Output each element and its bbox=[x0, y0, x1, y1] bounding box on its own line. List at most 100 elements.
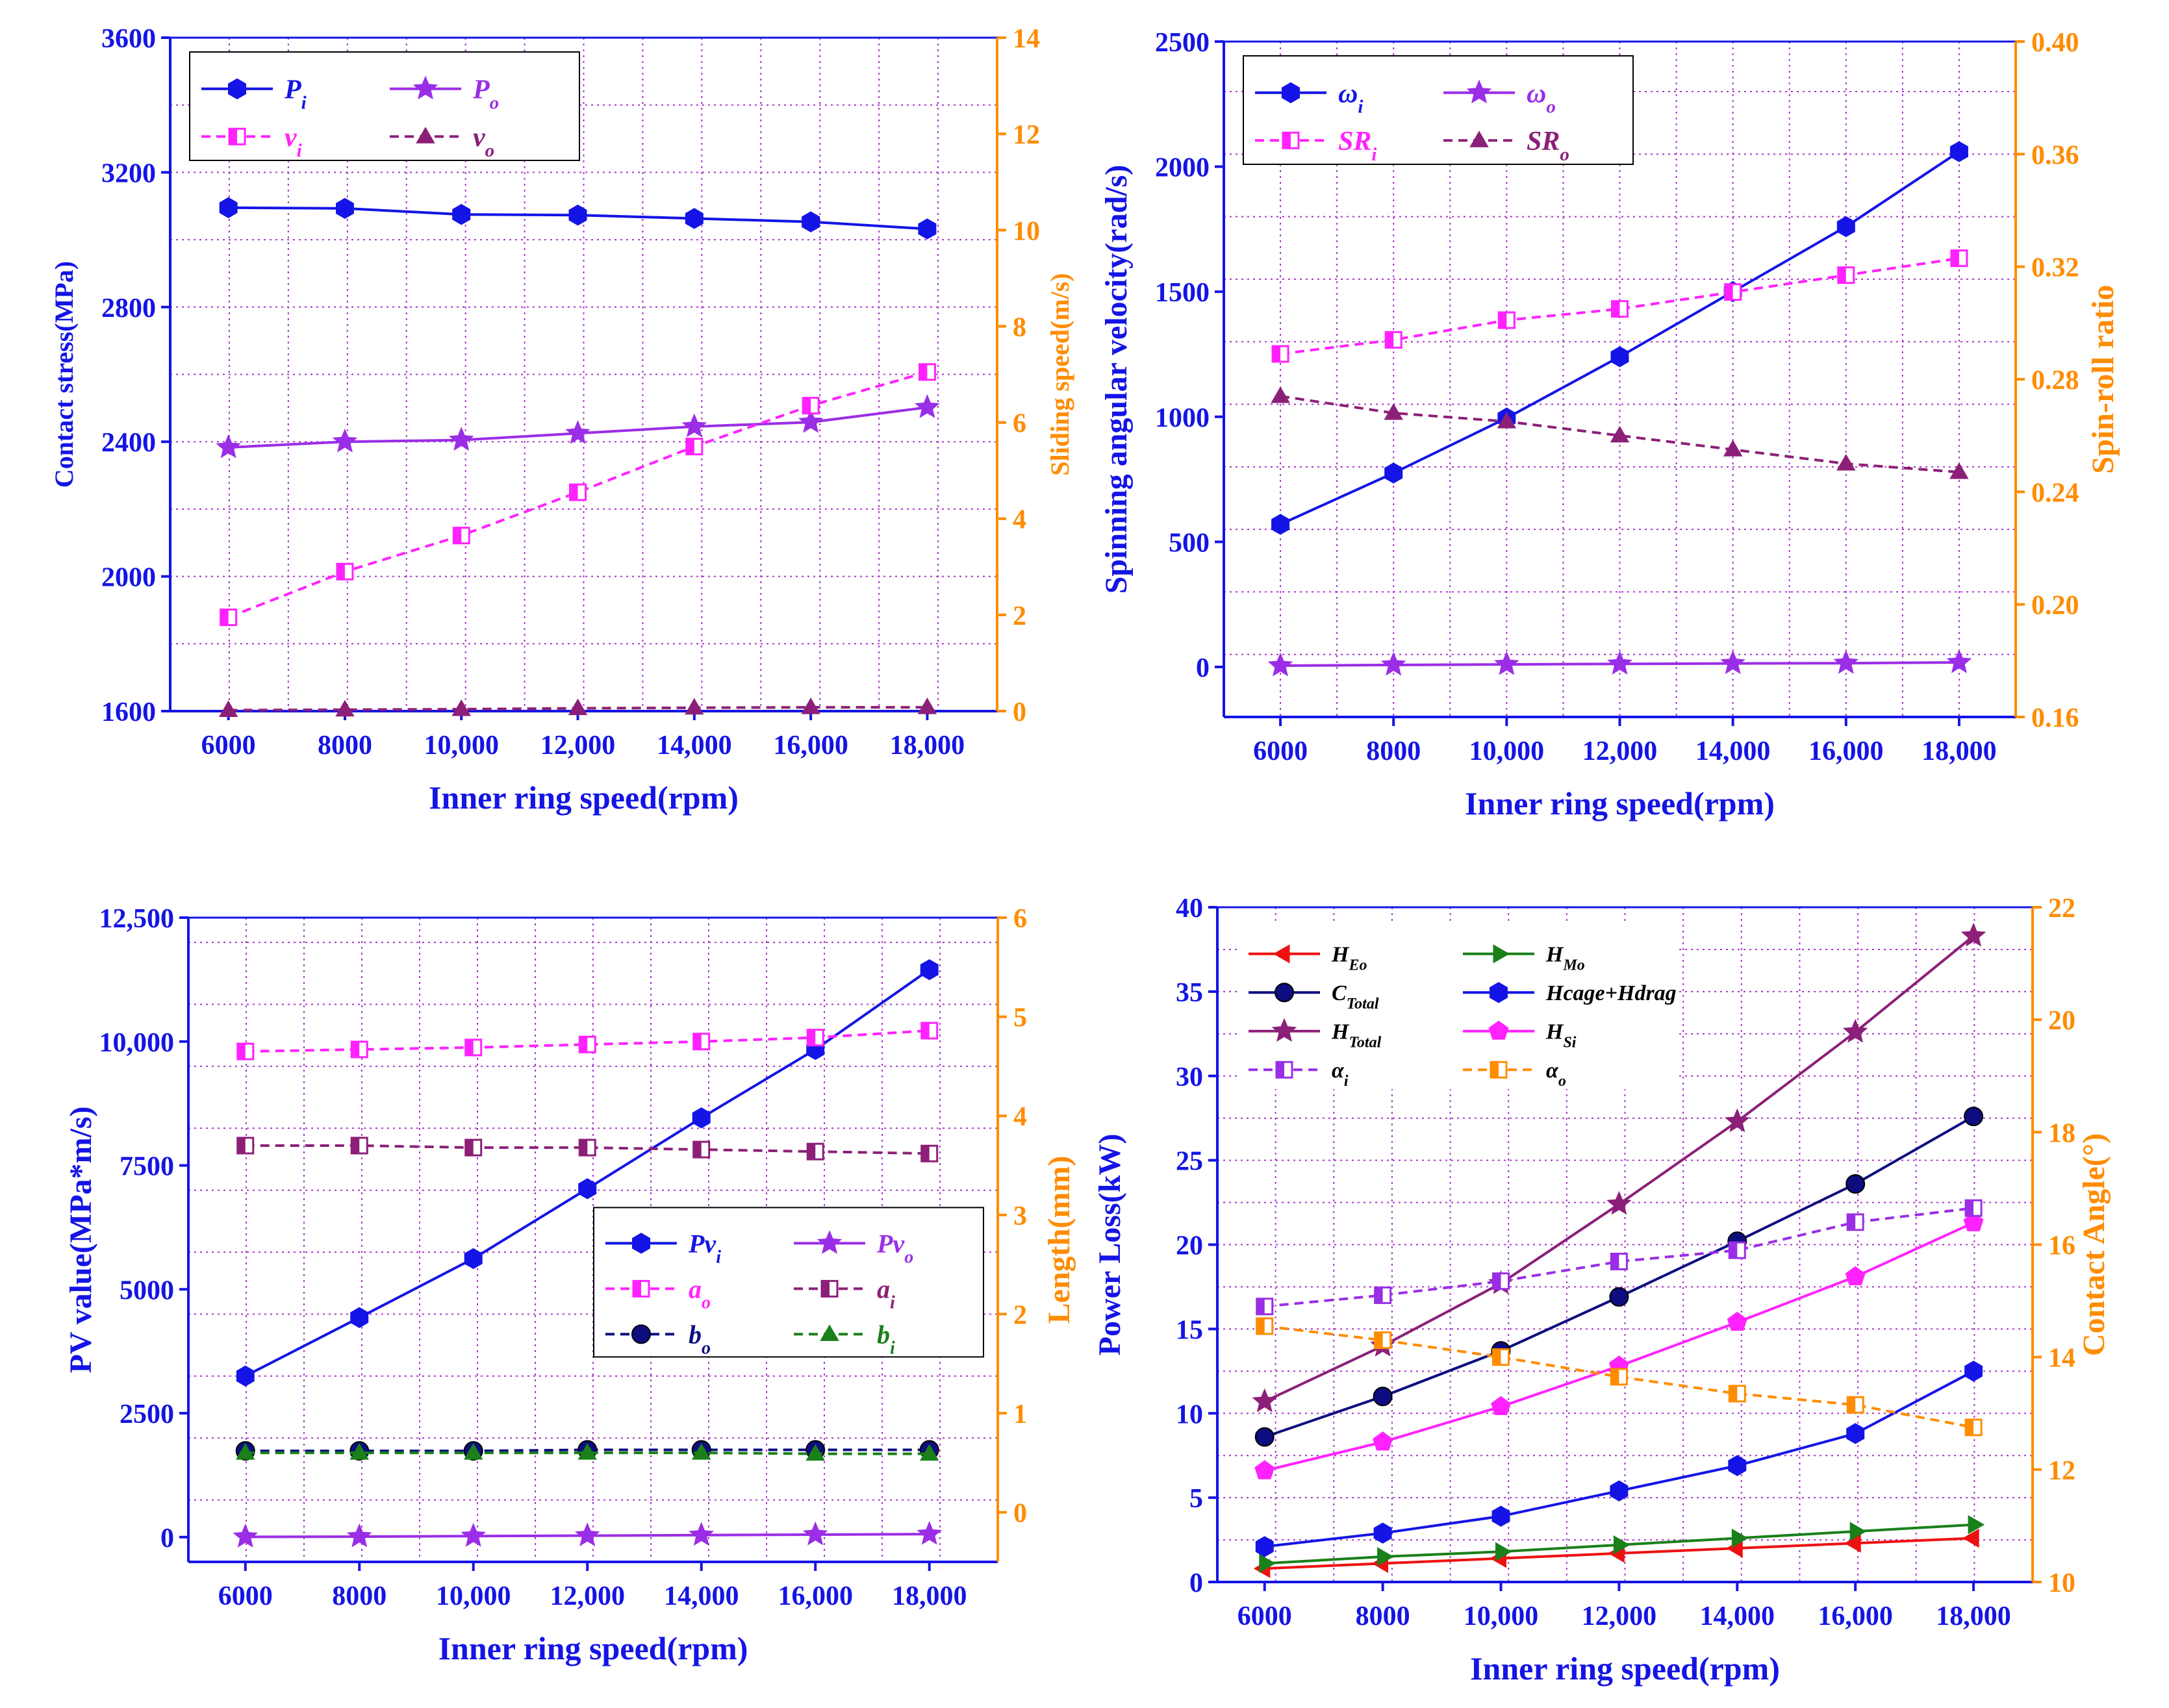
point-a_i bbox=[692, 1140, 711, 1159]
legend-marker-a_i bbox=[820, 1279, 839, 1298]
left-tick-label: 2000 bbox=[101, 563, 156, 593]
point-a_o bbox=[236, 1042, 255, 1061]
legend-marker-omega_i bbox=[1282, 82, 1300, 103]
point-Hcage_Hdrag bbox=[1610, 1480, 1629, 1501]
series-P_o bbox=[216, 394, 940, 458]
left-tick-label: 1000 bbox=[1155, 403, 1210, 433]
series-SR_i bbox=[1271, 249, 1968, 363]
point-Pv_i bbox=[236, 1365, 255, 1387]
series-H_Eo bbox=[1253, 1528, 1979, 1578]
point-alpha_o bbox=[1728, 1385, 1746, 1403]
point-P_o bbox=[681, 413, 707, 438]
series-Pv_o bbox=[233, 1520, 943, 1548]
point-alpha_o bbox=[1846, 1396, 1864, 1414]
left-tick-label: 2400 bbox=[101, 428, 156, 458]
x-tick-label: 8000 bbox=[1356, 1601, 1410, 1631]
left-tick-label: 2800 bbox=[101, 294, 156, 323]
right-tick-label: 0 bbox=[1013, 697, 1026, 727]
legend-marker-Hcage_Hdrag bbox=[1490, 982, 1508, 1003]
point-v_i bbox=[569, 483, 587, 501]
point-a_i bbox=[464, 1138, 483, 1157]
point-alpha_o bbox=[1964, 1418, 1983, 1437]
left-tick-label: 2500 bbox=[120, 1400, 174, 1429]
point-b_i bbox=[463, 1443, 483, 1460]
left-tick-label: 35 bbox=[1176, 978, 1203, 1008]
point-SR_i bbox=[1497, 311, 1516, 329]
series-a_i bbox=[236, 1137, 939, 1162]
series-Hcage_Hdrag bbox=[1255, 1361, 1983, 1557]
legend-label-a_i: ai bbox=[877, 1274, 895, 1312]
legend-item-H_Si: HSi bbox=[1463, 1020, 1577, 1051]
left-tick-label: 15 bbox=[1176, 1315, 1203, 1345]
point-H_Si bbox=[1727, 1311, 1747, 1331]
left-tick-label: 1500 bbox=[1155, 278, 1210, 308]
right-axis-label: Length(mm) bbox=[1042, 1156, 1076, 1324]
x-tick-label: 10,000 bbox=[424, 731, 499, 760]
point-SR_i bbox=[1611, 300, 1629, 318]
point-v_i bbox=[220, 609, 238, 627]
x-tick-label: 10,000 bbox=[1464, 1601, 1539, 1631]
panel-b-chart: 0 500 1000 1500 2000 2500 0.16 0.20 0.24 0.28 0.32… bbox=[1099, 28, 2120, 822]
point-alpha_i bbox=[1256, 1298, 1274, 1316]
legend-marker-v_i bbox=[228, 127, 246, 145]
right-axis-label: Contact Angle(°) bbox=[2077, 1133, 2111, 1356]
point-SR_o bbox=[1271, 386, 1290, 403]
left-tick-label: 1600 bbox=[101, 697, 156, 727]
series-b_i bbox=[236, 1443, 939, 1461]
legend-item-Pv_o: Pvo bbox=[794, 1229, 913, 1267]
point-C_Total bbox=[1964, 1107, 1984, 1127]
point-H_Mo bbox=[1259, 1553, 1276, 1574]
point-H_Si bbox=[1254, 1460, 1275, 1479]
x-tick-label: 18,000 bbox=[892, 1581, 967, 1611]
left-tick-label: 40 bbox=[1176, 894, 1203, 923]
x-tick-label: 6000 bbox=[218, 1581, 273, 1611]
legend-label-omega_o: ωo bbox=[1527, 79, 1556, 117]
legend-item-v_i: vi bbox=[201, 123, 302, 161]
series-alpha_i bbox=[1256, 1199, 1983, 1316]
point-omega_o bbox=[1720, 650, 1745, 674]
point-v_o bbox=[218, 700, 238, 717]
legend-label-b_o: bo bbox=[689, 1320, 711, 1357]
point-a_o bbox=[692, 1033, 711, 1051]
point-C_Total bbox=[1846, 1174, 1866, 1194]
legend-label-C_Total: CTotal bbox=[1332, 981, 1379, 1012]
point-H_Total bbox=[1252, 1388, 1278, 1413]
legend: ωi ωo SRi SRo bbox=[1243, 55, 1634, 165]
legend-item-Pv_i: Pvi bbox=[605, 1229, 721, 1267]
point-omega_o bbox=[1494, 651, 1519, 675]
point-H_Si bbox=[1845, 1266, 1866, 1285]
legend-label-b_i: bi bbox=[877, 1320, 895, 1357]
legend-label-Pv_o: Pvo bbox=[876, 1229, 913, 1267]
right-tick-label: 0.28 bbox=[2031, 366, 2079, 396]
x-tick-label: 10,000 bbox=[1469, 736, 1545, 766]
left-tick-label: 20 bbox=[1176, 1231, 1203, 1261]
point-Pv_i bbox=[692, 1107, 711, 1129]
x-tick-label: 6000 bbox=[1253, 736, 1308, 766]
point-omega_o bbox=[1380, 651, 1406, 676]
legend-item-P_i: Pi bbox=[201, 75, 307, 113]
point-alpha_i bbox=[1492, 1272, 1510, 1290]
point-Pv_i bbox=[350, 1307, 369, 1328]
point-Pv_i bbox=[920, 959, 939, 981]
legend-label-H_Total: HTotal bbox=[1331, 1020, 1382, 1051]
x-tick-label: 6000 bbox=[201, 731, 256, 760]
right-tick-label: 10 bbox=[2048, 1568, 2075, 1598]
right-axis-label: Spin-roll ratio bbox=[2086, 284, 2120, 473]
right-tick-label: 6 bbox=[1013, 409, 1026, 439]
legend-marker-SR_o bbox=[1469, 131, 1489, 147]
point-H_Mo bbox=[1731, 1528, 1749, 1548]
right-tick-label: 14 bbox=[2048, 1344, 2075, 1374]
legend-label-a_o: ao bbox=[689, 1274, 711, 1312]
left-tick-label: 3200 bbox=[101, 158, 156, 188]
point-SR_i bbox=[1950, 249, 1968, 268]
legend-item-Hcage_Hdrag: Hcage+Hdrag bbox=[1463, 981, 1677, 1005]
x-tick-label: 8000 bbox=[318, 731, 372, 760]
left-tick-label: 2000 bbox=[1155, 153, 1210, 183]
legend-item-omega_i: ωi bbox=[1255, 79, 1363, 117]
x-tick-label: 12,000 bbox=[1582, 1601, 1657, 1631]
point-a_o bbox=[464, 1038, 483, 1057]
right-tick-label: 2 bbox=[1013, 1300, 1027, 1330]
right-tick-label: 12 bbox=[1013, 120, 1040, 150]
point-P_i bbox=[219, 197, 238, 218]
x-tick-label: 16,000 bbox=[778, 1581, 853, 1611]
